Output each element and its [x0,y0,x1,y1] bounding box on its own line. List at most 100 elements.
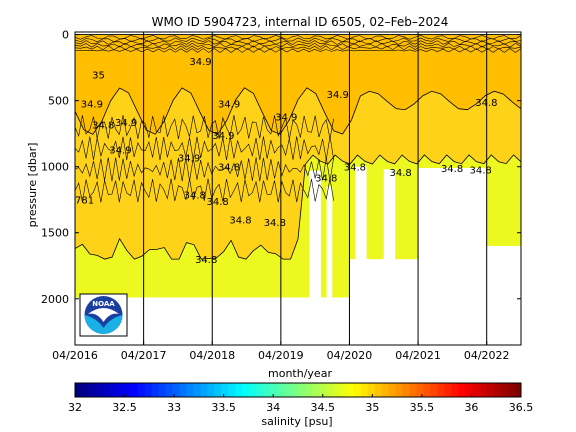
colorbar-swatch [298,383,306,397]
data-gap [326,186,333,299]
colorbar-swatch [451,383,459,397]
colorbar-swatch [186,383,194,397]
contour-label: 34.9 [178,153,200,164]
colorbar-swatch [486,383,494,397]
contour-label: 34.8 [184,190,206,201]
colorbar-swatch [144,383,153,397]
colorbar-swatch [116,383,125,397]
surface-contour-4 [74,45,522,51]
contour-label: 34.9 [189,57,211,68]
contour-label: 34.9 [218,99,240,110]
colorbar-swatch [346,383,355,397]
surface-contour-1 [74,37,522,43]
colorbar-tick-label: 33.5 [211,401,236,414]
colorbar-swatch [444,383,452,397]
contour-label: 34.8 [344,163,366,174]
colorbar-swatch [465,383,473,397]
colorbar-swatch [374,383,383,397]
x-tick-label: 04/2016 [52,349,98,362]
contour-label: 34.9 [327,90,349,101]
colorbar-swatch [207,383,215,397]
colorbar-swatch [284,383,292,397]
contour-label: 781 [75,196,94,207]
colorbar-swatch [249,383,257,397]
colorbar-tick-label: 36 [464,401,478,414]
mid-contour-2 [74,157,334,182]
colorbar-swatch [277,383,285,397]
contour-label: 34.8 [315,173,337,184]
contour-label: 34.8 [441,164,463,175]
x-tick-label: 04/2017 [121,349,167,362]
colorbar-swatch [430,383,438,397]
contour-label: 34.8 [475,98,497,109]
contour-label: 34.8 [207,197,229,208]
contour-label: 34.8 [218,163,240,174]
contour-label: 34.8 [92,120,114,131]
y-tick-label: 1500 [41,227,69,240]
colorbar-tick-labels: 32 32.5 33 33.5 34 34.5 35 35.5 36 36.5 [68,394,533,414]
colorbar-swatch [325,383,334,397]
contour-label: 34.9 [275,113,297,124]
logo-sea [84,315,123,334]
colorbar-swatch [388,383,397,397]
logo-gull [88,308,119,322]
colorbar-tick-label: 35.5 [410,401,435,414]
y-tick-label: 1000 [41,161,69,174]
surface-contour-0 [74,34,522,40]
colorbar-swatch [409,383,417,397]
plot-frame [74,31,522,346]
colorbar-swatch [214,383,222,397]
colorbar-swatch [75,383,83,397]
mid-contour-0 [74,115,334,140]
colorbar-swatch [360,383,369,397]
colorbar-swatch [256,383,264,397]
x-tick-label: 04/2018 [189,349,235,362]
colorbar-swatch [493,383,501,397]
colorbar-swatch [123,383,132,397]
colorbar-swatch [514,383,522,397]
surface-contour-3 [74,42,522,48]
colorbar-swatch [367,383,376,397]
noaa-logo: NOAA [79,293,128,337]
colorbar-swatch [200,383,208,397]
data-gap [383,169,396,299]
colorbar-swatch [172,383,181,397]
colorbar-swatch [395,383,404,397]
colorbar-swatch [242,383,250,397]
contour-label: 34.8 [389,168,411,179]
x-tick-label: 04/2020 [327,349,373,362]
y-tick-label: 2000 [41,293,69,306]
colorbar-swatch [130,383,139,397]
colorbar-swatch [507,383,515,397]
surface-contour-5 [74,48,522,53]
colorbar [74,382,522,398]
data-gap [355,166,367,299]
colorbar-label: salinity [psu] [261,415,332,428]
x-tick-label: 04/2021 [395,349,441,362]
colorbar-swatch [151,383,160,397]
colorbar-swatch [381,383,390,397]
colorbar-swatch [137,383,146,397]
colorbar-swatch [221,383,229,397]
upper-saline-layer [74,34,522,135]
colorbar-swatch [472,383,480,397]
chart-title: WMO ID 5904723, internal ID 6505, 02–Feb… [152,15,449,29]
colorbar-swatch [437,383,445,397]
x-tick-label: 04/2022 [464,349,510,362]
colorbar-swatch [165,383,174,397]
colorbar-frame [74,382,522,398]
data-gap [309,170,321,299]
mid-contour-1 [74,136,334,161]
colorbar-tick-label: 34.5 [311,401,336,414]
colorbar-swatch [81,383,90,397]
colorbar-swatch [109,383,118,397]
colorbar-swatch [458,383,466,397]
colorbar-swatch [304,383,313,397]
colorbar-swatch [423,383,431,397]
x-tick-label: 04/2019 [258,349,304,362]
contour-label: 34.9 [212,131,234,142]
colorbar-swatch [88,383,97,397]
colorbar-tick-label: 35 [365,401,379,414]
colorbar-swatch [416,383,424,397]
